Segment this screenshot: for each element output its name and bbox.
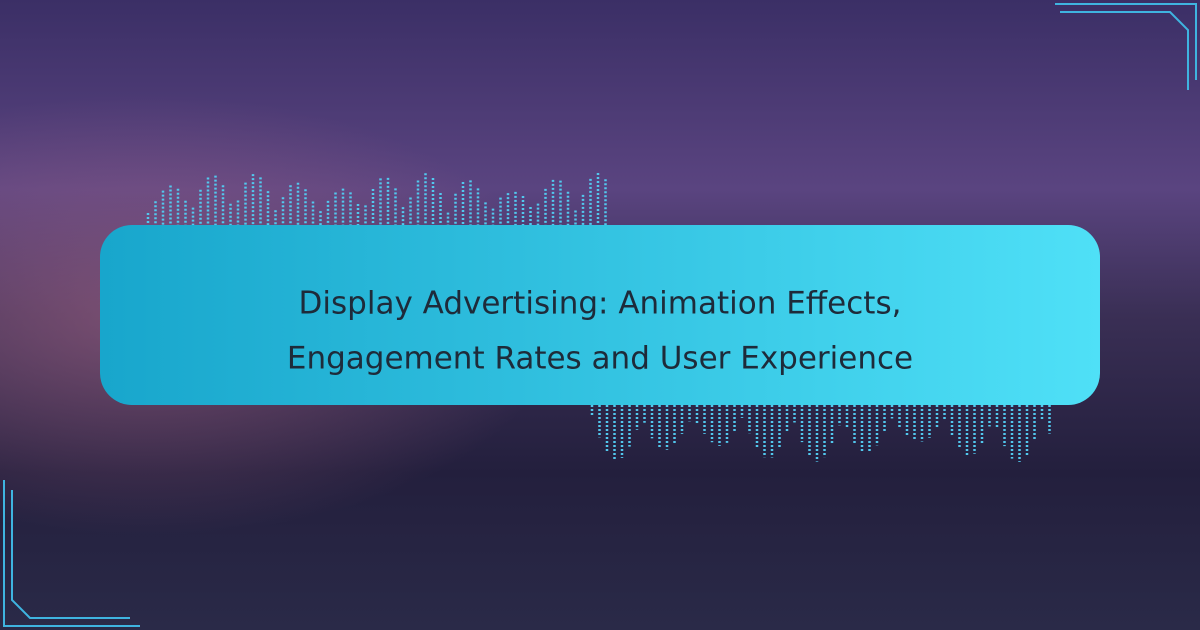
title-line: Engagement Rates and User Experience: [287, 341, 913, 377]
sound-wave: [146, 173, 1051, 462]
title-box: [100, 225, 1100, 405]
title-line: Display Advertising: Animation Effects,: [299, 286, 902, 322]
corner-frame: [3, 3, 1197, 627]
